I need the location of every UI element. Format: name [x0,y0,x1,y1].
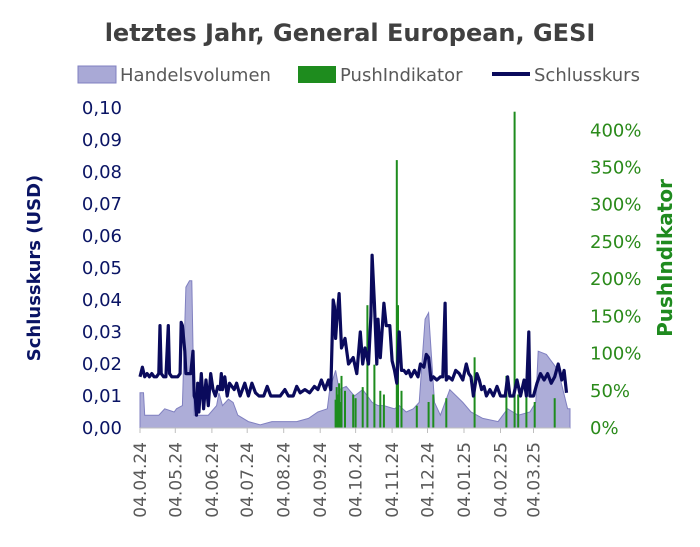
y-axis-left-label: Schlusskurs (USD) [24,175,45,361]
push-bar [513,111,516,428]
y-right-tick-label: 150% [590,306,641,327]
x-tick-label: 04.07.24 [238,442,258,518]
push-bar [525,390,528,428]
y-left-tick-label: 0,03 [82,322,122,343]
push-bar [361,387,364,428]
push-bar [553,398,556,428]
push-bar [517,394,520,428]
x-tick-label: 04.09.24 [311,442,331,518]
x-tick-label: 04.01.25 [455,442,475,518]
x-tick-label: 04.02.25 [492,442,512,518]
y-left-tick-label: 0,07 [82,194,122,215]
x-tick-label: 04.05.24 [166,442,186,518]
legend-swatch-pushindikator [298,66,336,83]
y-right-tick-label: 100% [590,344,641,365]
push-bar [354,398,357,428]
close-line-layer [138,253,569,417]
push-bar [340,375,343,428]
push-bar [427,402,430,428]
push-bar [415,405,418,428]
push-bar [379,390,382,428]
y-left-tick-label: 0,01 [82,386,122,407]
push-bar [339,402,342,428]
y-left-tick-label: 0,09 [82,130,122,151]
push-bar [432,394,435,428]
legend-swatch-handelsvolumen [77,65,117,84]
push-bar [533,402,536,428]
push-bar [382,394,385,428]
y-left-tick-label: 0,08 [82,162,122,183]
push-bar [366,305,369,428]
x-tick-label: 04.10.24 [347,442,367,518]
y-right-tick-label: 0% [590,418,619,439]
y-right-tick-label: 400% [590,120,641,141]
chart-title: letztes Jahr, General European, GESI [105,19,596,47]
push-bar [352,394,355,428]
y-right-tick-label: 350% [590,158,641,179]
push-bar [338,383,341,428]
y-right-tick-label: 250% [590,232,641,253]
push-bar [335,387,338,428]
y-right-tick-label: 300% [590,195,641,216]
close-price-line [138,253,569,417]
push-bar [400,390,403,428]
y-left-tick-label: 0,00 [82,418,122,439]
push-bar [334,399,337,428]
x-tick-label: 04.12.24 [419,442,439,518]
y-right-tick-label: 50% [590,381,630,402]
legend-label-handelsvolumen: Handelsvolumen [120,65,271,86]
legend-label-schlusskurs: Schlusskurs [534,65,640,86]
x-tick-label: 04.08.24 [275,442,295,518]
push-bar [373,364,376,428]
push-bar [344,390,346,428]
y-left-tick-label: 0,05 [82,258,122,279]
y-left-tick-label: 0,06 [82,226,122,247]
y-left-tick-label: 0,04 [82,290,122,311]
y-left-tick-label: 0,10 [82,98,122,119]
push-bar [336,394,339,428]
legend: Handelsvolumen PushIndikator Schlusskurs [77,65,640,86]
push-bar [445,398,448,428]
y-axis-right-label: PushIndikator [653,179,677,337]
y-right-tick-label: 200% [590,269,641,290]
x-tick-label: 04.06.24 [203,442,223,518]
push-bar [505,375,508,428]
x-tick-label: 04.04.24 [131,442,151,518]
x-tick-label: 04.03.25 [525,442,545,518]
y-left-tick-label: 0,02 [82,354,122,375]
axes: 0,00 0,01 0,02 0,03 0,04 0,05 0,06 0,07 0,08 0,09… [82,98,642,518]
x-tick-label: 04.11.24 [383,442,403,518]
push-bar [395,160,398,428]
legend-label-pushindikator: PushIndikator [340,65,463,86]
